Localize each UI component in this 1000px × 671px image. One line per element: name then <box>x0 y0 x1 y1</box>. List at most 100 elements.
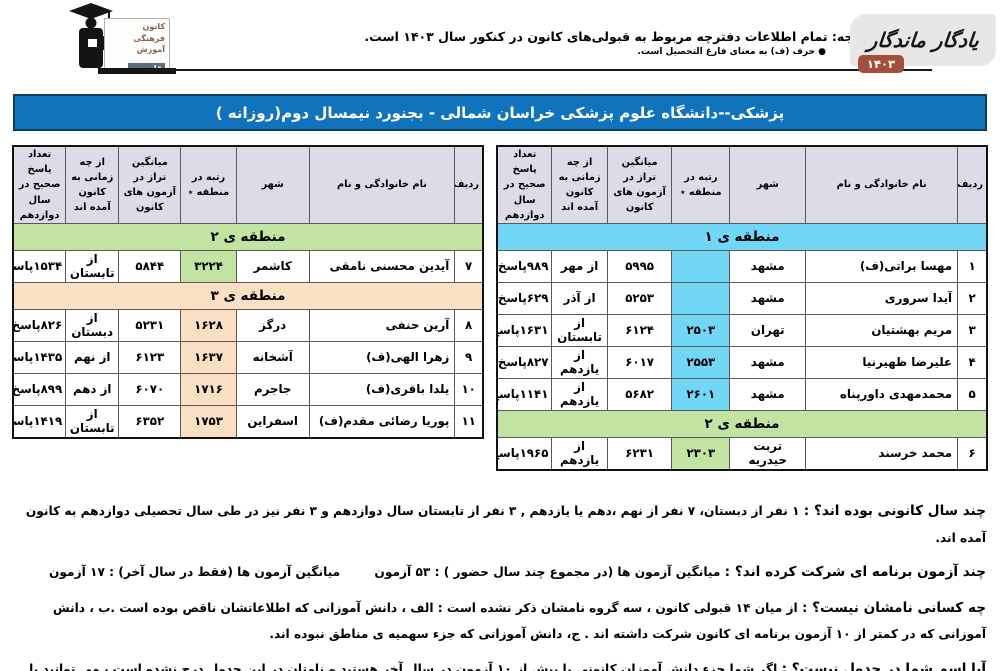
region-band-label: منطقه ی ۳ <box>12 281 484 310</box>
col-header-city: شهر <box>235 145 310 224</box>
student-row: ۱۱ پوریا رضائی مقدم(ف) اسفراین ۱۷۵۳ ۶۳۵۲ از ت… <box>12 404 484 439</box>
cell-since: از یازدهم <box>551 345 608 379</box>
cell-rank: ۲۵۰۳ <box>671 313 731 347</box>
logo-line: آموزش <box>136 45 165 55</box>
cell-since: از دبستان <box>65 308 120 342</box>
cell-name: مریم بهشتیان <box>805 313 959 347</box>
cell-since: از تابستان <box>551 313 608 347</box>
table-body: منطقه ی ۲ ۷ آیدین محسنی نامقی کاشمر ۳۲۲۴ ۵۸۴۴… <box>12 222 484 439</box>
footer-q1-label: چند سال کانونی بوده اند؟ : <box>803 503 986 519</box>
note-line-1: توجه: تمام اطلاعات دفترچه مربوط به قبولی… <box>364 29 866 44</box>
table-header-row: ردیف نام خانوادگی و نام شهر رتبه در منطق… <box>12 145 484 224</box>
student-row: ۵ محمدمهدی داورپناه مشهد ۲۶۰۱ ۵۶۸۲ از یازدهم ۱… <box>496 377 988 411</box>
col-header-since: از چه زمانی به کانون آمده اند <box>551 145 608 224</box>
cell-rank <box>671 281 731 315</box>
cell-answers: ۱۹۶۵پاسخ <box>496 436 553 471</box>
cell-no: ۸ <box>454 308 484 342</box>
cell-avg: ۵۲۵۳ <box>606 281 673 315</box>
cell-rank: ۱۶۳۷ <box>180 340 237 374</box>
cell-name: آیدا سروری <box>805 281 959 315</box>
cell-name: آیدین محسنی نامقی <box>308 249 456 283</box>
col-header-rowno: ردیف <box>957 145 988 224</box>
student-row: ۸ آرین حنفی درگز ۱۶۲۸ ۵۲۳۱ از دبستان ۸۲۶پاسخ <box>12 308 484 342</box>
cell-city: تهران <box>729 313 807 347</box>
region-band-label: منطقه ی ۲ <box>12 222 484 251</box>
cell-answers: ۸۲۶پاسخ <box>12 308 67 342</box>
cell-since: از مهر <box>551 249 608 283</box>
col-header-name: نام خانوادگی و نام <box>805 145 959 224</box>
col-header-rowno: ردیف <box>454 145 484 224</box>
graduate-icon <box>69 3 113 68</box>
cell-avg: ۶۰۷۰ <box>118 372 182 406</box>
cell-rank: ۱۷۱۶ <box>180 372 237 406</box>
cell-no: ۱ <box>957 249 988 283</box>
cell-since: از دهم <box>65 372 120 406</box>
footer-q4-body: اگر شما جزء دانش آموزان کانونی با بیش از… <box>29 661 778 671</box>
cell-city: مشهد <box>729 249 807 283</box>
col-header-avg: میانگین تراز در آزمون های کانون <box>118 145 182 224</box>
footer-q1-body: ۱ نفر از دبستان، ۷ نفر از نهم ،دهم یا یا… <box>25 504 986 545</box>
kanoon-logo: کانون فرهنگی آموزش قلم چی <box>68 2 178 84</box>
cell-avg: ۵۹۹۵ <box>606 249 673 283</box>
cell-city: مشهد <box>729 377 807 411</box>
cell-avg: ۵۶۸۲ <box>606 377 673 411</box>
cell-avg: ۶۰۱۷ <box>606 345 673 379</box>
cell-answers: ۱۶۳۱پاسخ <box>496 313 553 347</box>
cell-no: ۱۰ <box>454 372 484 406</box>
results-table-right: ردیف نام خانوادگی و نام شهر رتبه در منطق… <box>496 145 988 471</box>
cell-answers: ۱۴۳۵پاسخ <box>12 340 67 374</box>
cell-city: مشهد <box>729 281 807 315</box>
col-header-name: نام خانوادگی و نام <box>308 145 456 224</box>
cell-name: زهرا الهی(ف) <box>308 340 456 374</box>
cell-no: ۴ <box>957 345 988 379</box>
col-header-since: از چه زمانی به کانون آمده اند <box>65 145 120 224</box>
logo-line: کانون <box>142 22 165 31</box>
cell-city: آشخانه <box>235 340 310 374</box>
student-row: ۱ مهسا براتی(ف) مشهد ۵۹۹۵ از مهر ۹۸۹پاسخ <box>496 249 988 283</box>
footer-notes: چند سال کانونی بوده اند؟ : ۱ نفر از دبست… <box>12 497 986 671</box>
cell-since: از تابستان <box>65 404 120 439</box>
region-band: منطقه ی ۳ <box>12 281 484 310</box>
cell-avg: ۶۳۵۲ <box>118 404 182 439</box>
year-badge: ۱۴۰۳ <box>857 55 904 73</box>
cell-name: آرین حنفی <box>308 308 456 342</box>
logo-card: کانون فرهنگی آموزش قلم چی <box>104 18 170 75</box>
table-header-row: ردیف نام خانوادگی و نام شهر رتبه در منطق… <box>496 145 988 224</box>
cell-since: از آذر <box>551 281 608 315</box>
col-header-rank: رتبه در منطقه ٭ <box>671 145 731 224</box>
cell-answers: ۶۲۹پاسخ <box>496 281 553 315</box>
cell-answers: ۱۱۴۱پاسخ <box>496 377 553 411</box>
student-row: ۴ علیرضا ظهیرنیا مشهد ۲۵۵۳ ۶۰۱۷ از یازدهم ۸۲۷پ… <box>496 345 988 379</box>
cell-city: اسفراین <box>235 404 310 439</box>
cell-no: ۷ <box>454 249 484 283</box>
cell-name: علیرضا ظهیرنیا <box>805 345 959 379</box>
logo-base-bar <box>98 68 176 74</box>
cell-avg: ۶۲۳۱ <box>606 436 673 471</box>
cell-no: ۱۱ <box>454 404 484 439</box>
footer-q2-body: میانگین آزمون ها (در مجموع چند سال حضور … <box>374 565 721 580</box>
cell-no: ۹ <box>454 340 484 374</box>
program-title-bar: پزشکی--دانشگاه علوم پزشکی خراسان شمالی -… <box>13 94 987 131</box>
results-table-left: ردیف نام خانوادگی و نام شهر رتبه در منطق… <box>12 145 484 439</box>
cell-name: محمد خرسند <box>805 436 959 471</box>
student-row: ۱۰ یلدا باقری(ف) جاجرم ۱۷۱۶ ۶۰۷۰ از دهم ۸۹۹پاس… <box>12 372 484 406</box>
cell-avg: ۵۸۴۴ <box>118 249 182 283</box>
footer-q2: چند آزمون برنامه ای شرکت کرده اند؟ : میا… <box>12 558 986 587</box>
col-header-avg: میانگین تراز در آزمون های کانون <box>606 145 673 224</box>
cell-since: از تابستان <box>65 249 120 283</box>
region-band: منطقه ی ۱ <box>496 222 988 251</box>
student-row: ۹ زهرا الهی(ف) آشخانه ۱۶۳۷ ۶۱۲۳ از نهم ۱۴۳۵پاس… <box>12 340 484 374</box>
col-header-answers: تعداد پاسخ صحیح در سال دوازدهم <box>12 145 67 224</box>
cell-name: محمدمهدی داورپناه <box>805 377 959 411</box>
footer-q3-body: از میان ۱۴ قبولی کانون ، سه گروه نامشان … <box>52 600 986 642</box>
region-band: منطقه ی ۲ <box>12 222 484 251</box>
cell-rank <box>671 249 731 283</box>
table-body: منطقه ی ۱ ۱ مهسا براتی(ف) مشهد ۵۹۹۵ از مهر ۹۸۹… <box>496 222 988 471</box>
cell-rank: ۳۲۲۴ <box>180 249 237 283</box>
footer-q2-body2: میانگین آزمون ها (فقط در سال آخر) : ۱۷ آ… <box>49 565 341 580</box>
cell-city: جاجرم <box>235 372 310 406</box>
region-band: منطقه ی ۲ <box>496 409 988 438</box>
student-row: ۷ آیدین محسنی نامقی کاشمر ۳۲۲۴ ۵۸۴۴ از تابستا… <box>12 249 484 283</box>
cell-since: از یازدهم <box>551 436 608 471</box>
